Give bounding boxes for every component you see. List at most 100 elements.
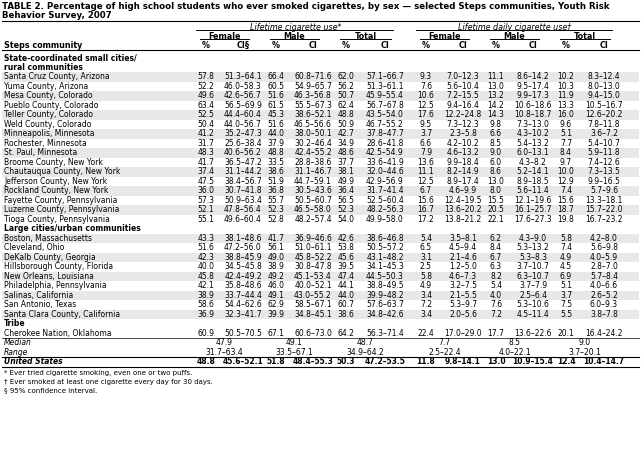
- Text: 56.1: 56.1: [267, 243, 285, 252]
- Text: 9.6: 9.6: [560, 120, 572, 129]
- Text: 4.0–5.9: 4.0–5.9: [590, 253, 618, 262]
- Text: 6.2: 6.2: [490, 234, 502, 243]
- Bar: [2, 110, 639, 119]
- Text: 8.4: 8.4: [490, 243, 502, 252]
- Text: 12.5: 12.5: [418, 101, 435, 110]
- Text: 5.8: 5.8: [420, 272, 432, 281]
- Text: 6.7: 6.7: [420, 186, 432, 195]
- Text: %: %: [492, 41, 500, 50]
- Text: Lifetime cigarette use*: Lifetime cigarette use*: [250, 23, 341, 32]
- Text: 5.5: 5.5: [560, 310, 572, 319]
- Text: 50.9: 50.9: [338, 120, 354, 129]
- Text: 38.6–46.8: 38.6–46.8: [366, 234, 404, 243]
- Text: %: %: [342, 41, 350, 50]
- Text: 9.4–16.4: 9.4–16.4: [447, 101, 479, 110]
- Text: St. Paul, Minnesota: St. Paul, Minnesota: [4, 148, 78, 157]
- Text: 13.6–20.2: 13.6–20.2: [444, 205, 482, 214]
- Text: 45.6: 45.6: [338, 253, 354, 262]
- Text: 41.2: 41.2: [197, 129, 214, 138]
- Text: CI§: CI§: [237, 41, 249, 50]
- Text: 42.4–55.2: 42.4–55.2: [294, 148, 332, 157]
- Text: 4.0–22.1: 4.0–22.1: [498, 348, 531, 357]
- Text: 43.3: 43.3: [197, 234, 215, 243]
- Text: 3.7: 3.7: [560, 291, 572, 300]
- Text: 51.3–64.1: 51.3–64.1: [224, 72, 262, 81]
- Text: 33.7–44.4: 33.7–44.4: [224, 291, 262, 300]
- Text: Tioga County, Pennsylvania: Tioga County, Pennsylvania: [4, 215, 110, 224]
- Text: 28.6–41.8: 28.6–41.8: [366, 139, 404, 148]
- Text: 8.0: 8.0: [490, 186, 502, 195]
- Text: 7.3–13.0: 7.3–13.0: [517, 120, 549, 129]
- Text: 43.1–48.2: 43.1–48.2: [366, 253, 404, 262]
- Text: 13.2: 13.2: [488, 91, 504, 100]
- Text: 11.8: 11.8: [417, 357, 435, 366]
- Text: 4.2–10.2: 4.2–10.2: [447, 139, 479, 148]
- Text: 60.8–71.6: 60.8–71.6: [294, 72, 332, 81]
- Text: 9.7: 9.7: [560, 158, 572, 167]
- Text: 13.0: 13.0: [488, 82, 504, 91]
- Text: 48.2–56.3: 48.2–56.3: [366, 205, 404, 214]
- Text: 6.7: 6.7: [490, 253, 502, 262]
- Text: %: %: [562, 41, 570, 50]
- Text: 7.7: 7.7: [438, 338, 451, 347]
- Text: Chautauqua County, New York: Chautauqua County, New York: [4, 167, 121, 176]
- Text: 8.4: 8.4: [560, 148, 572, 157]
- Text: 58.5–67.1: 58.5–67.1: [294, 300, 332, 309]
- Text: 4.6–7.3: 4.6–7.3: [449, 272, 477, 281]
- Text: 52.8: 52.8: [268, 215, 285, 224]
- Text: 10.8–18.7: 10.8–18.7: [514, 110, 552, 119]
- Text: 48.8: 48.8: [197, 357, 215, 366]
- Text: 47.2–56.0: 47.2–56.0: [224, 243, 262, 252]
- Text: 36.4: 36.4: [338, 186, 354, 195]
- Text: 47.9: 47.9: [216, 338, 233, 347]
- Text: 52.5–60.4: 52.5–60.4: [366, 196, 404, 205]
- Text: 9.5: 9.5: [420, 120, 432, 129]
- Text: 8.6–14.2: 8.6–14.2: [517, 72, 549, 81]
- Bar: [2, 291, 639, 300]
- Text: 57.6–63.7: 57.6–63.7: [366, 300, 404, 309]
- Text: 38.1: 38.1: [338, 167, 354, 176]
- Text: 20.5: 20.5: [488, 205, 504, 214]
- Text: 40.0–52.1: 40.0–52.1: [294, 281, 332, 290]
- Text: Weld County, Colorado: Weld County, Colorado: [4, 120, 92, 129]
- Text: 2.5: 2.5: [420, 262, 432, 271]
- Text: 30.8–47.8: 30.8–47.8: [294, 262, 332, 271]
- Text: CI: CI: [599, 41, 608, 50]
- Text: 22.1: 22.1: [488, 215, 504, 224]
- Text: 4.5: 4.5: [560, 262, 572, 271]
- Text: 3.7–10.7: 3.7–10.7: [517, 262, 549, 271]
- Text: 9.9–16.5: 9.9–16.5: [588, 177, 620, 186]
- Text: 8.2–14.9: 8.2–14.9: [447, 167, 479, 176]
- Text: 34.8–45.1: 34.8–45.1: [294, 310, 332, 319]
- Text: 36.8: 36.8: [267, 186, 285, 195]
- Text: 11.1: 11.1: [418, 167, 435, 176]
- Text: 5.4: 5.4: [420, 234, 432, 243]
- Text: 7.9: 7.9: [420, 148, 432, 157]
- Text: 50.5–70.5: 50.5–70.5: [224, 329, 262, 338]
- Text: 41.7: 41.7: [267, 234, 285, 243]
- Text: Luzerne County, Pennsylvania: Luzerne County, Pennsylvania: [4, 205, 119, 214]
- Text: 7.7: 7.7: [560, 139, 572, 148]
- Text: 5.4–10.7: 5.4–10.7: [588, 139, 620, 148]
- Text: 36.5–47.2: 36.5–47.2: [224, 158, 262, 167]
- Text: Male: Male: [504, 32, 526, 41]
- Text: 13.8–21.2: 13.8–21.2: [444, 215, 481, 224]
- Text: 52.3: 52.3: [338, 205, 354, 214]
- Text: 11.9: 11.9: [558, 91, 574, 100]
- Text: 8.2: 8.2: [490, 272, 502, 281]
- Text: Female: Female: [428, 32, 461, 41]
- Text: 9.8: 9.8: [490, 120, 502, 129]
- Text: 38.1–48.6: 38.1–48.6: [224, 234, 262, 243]
- Text: 57.3: 57.3: [197, 196, 215, 205]
- Text: 55.7: 55.7: [267, 196, 285, 205]
- Text: 3.8–7.8: 3.8–7.8: [590, 310, 618, 319]
- Text: 10.6–18.6: 10.6–18.6: [514, 101, 552, 110]
- Text: 6.0–13.1: 6.0–13.1: [517, 148, 549, 157]
- Text: 38.9: 38.9: [197, 291, 215, 300]
- Text: 7.2–15.5: 7.2–15.5: [447, 91, 479, 100]
- Text: 45.6–52.1: 45.6–52.1: [222, 357, 263, 366]
- Text: 36.9: 36.9: [197, 310, 215, 319]
- Text: Rochester, Minnesota: Rochester, Minnesota: [4, 139, 87, 148]
- Text: 49.1: 49.1: [267, 291, 285, 300]
- Text: Broome County, New York: Broome County, New York: [4, 158, 103, 167]
